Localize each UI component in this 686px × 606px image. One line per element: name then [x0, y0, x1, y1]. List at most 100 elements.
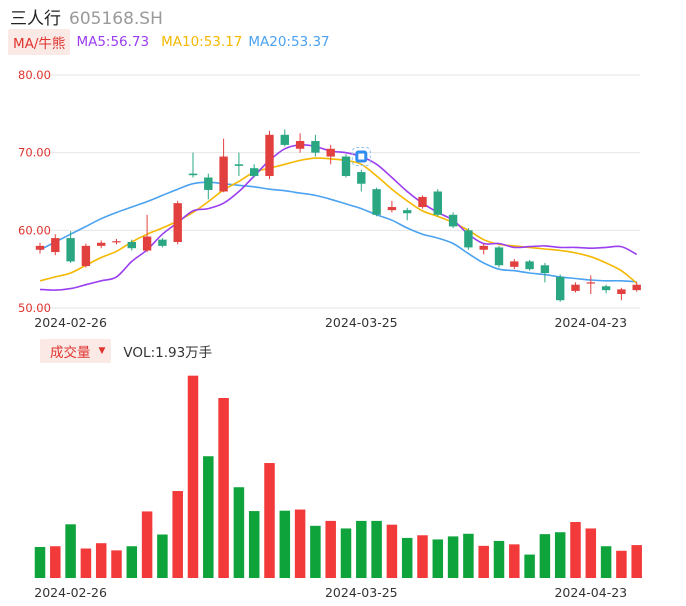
y-tick-label: 60.00: [18, 223, 51, 237]
volume-bar: [524, 554, 535, 578]
volume-bar: [340, 528, 352, 578]
volume-indicator-selector[interactable]: 成交量 ▼: [40, 339, 112, 363]
volume-bar: [111, 550, 122, 578]
candle-body: [540, 265, 550, 274]
candle-body: [571, 284, 580, 291]
volume-bar: [157, 534, 168, 578]
candle-body: [311, 141, 320, 153]
volume-bar: [34, 546, 46, 578]
candle-body: [66, 238, 75, 262]
volume-bar: [493, 540, 505, 578]
volume-bars: [34, 375, 642, 578]
price-x-tick-label: 2024-02-26: [34, 315, 107, 330]
volume-bar: [95, 543, 107, 578]
volume-bar: [233, 487, 245, 578]
y-tick-label: 70.00: [18, 146, 51, 160]
y-tick-label: 80.00: [18, 68, 51, 82]
volume-bar: [356, 520, 367, 578]
candle-body: [173, 203, 182, 242]
stock-code: 605168.SH: [69, 9, 163, 29]
candle-body: [188, 173, 198, 176]
candle-body: [51, 238, 60, 253]
candle-body: [326, 148, 335, 157]
volume-x-tick-label: 2024-02-26: [34, 585, 107, 600]
volume-bar: [570, 522, 581, 578]
candle-body: [418, 196, 427, 208]
moving-average-lines: [39, 144, 638, 291]
volume-bar: [509, 544, 520, 578]
price-x-tick-label: 2024-04-23: [554, 315, 627, 330]
event-marker[interactable]: [351, 147, 371, 167]
volume-bar: [126, 546, 138, 578]
volume-bar: [294, 509, 306, 578]
candle-body: [219, 156, 228, 192]
volume-bar: [248, 511, 260, 578]
marker-glyph: [358, 153, 365, 160]
candle-body: [479, 245, 488, 250]
candle-body: [81, 245, 91, 267]
candle-body: [112, 241, 121, 243]
volume-bar: [478, 545, 489, 578]
candle-body: [601, 286, 611, 291]
volume-value: VOL:1.93万手: [123, 345, 213, 361]
volume-bar: [203, 456, 214, 578]
candle-body: [632, 284, 641, 291]
candle-body: [525, 261, 534, 270]
ma20-label: MA20:53.37: [248, 34, 330, 50]
volume-bar: [80, 548, 92, 578]
volume-bar: [417, 535, 428, 578]
volume-bar: [539, 534, 551, 578]
candle-body: [97, 242, 106, 246]
volume-bar: [371, 520, 382, 578]
candle-body: [142, 236, 152, 251]
candle-body: [387, 207, 397, 211]
volume-bar: [50, 546, 61, 578]
ma10-label: MA10:53.17: [161, 34, 243, 50]
ma-legend: MA/牛熊 MA5:56.73 MA10:53.17 MA20:53.37: [8, 29, 332, 55]
volume-bar: [141, 511, 153, 578]
volume-tag-label: 成交量: [50, 345, 91, 361]
volume-bar: [218, 397, 229, 578]
candle-body: [127, 241, 136, 249]
volume-bar: [600, 546, 612, 578]
stock-name: 三人行: [10, 9, 61, 29]
candle-body: [35, 245, 45, 250]
candle-body: [494, 247, 504, 266]
candle-body: [234, 164, 244, 166]
candlesticks: [35, 129, 641, 302]
candle-body: [403, 210, 412, 214]
candle-body: [250, 168, 259, 176]
candle-body: [617, 289, 626, 295]
candle-body: [510, 261, 519, 267]
volume-bar: [310, 525, 321, 578]
volume-bar: [187, 375, 199, 578]
candle-body: [265, 134, 274, 176]
volume-x-tick-label: 2024-04-23: [554, 585, 627, 600]
volume-legend: 成交量 ▼ VOL:1.93万手: [40, 339, 213, 363]
candle-body: [295, 141, 305, 149]
candle-body: [158, 239, 167, 246]
candle-body: [464, 230, 473, 248]
candle-body: [586, 282, 595, 284]
candle-body: [341, 156, 351, 176]
volume-bar: [616, 550, 627, 578]
ma20-line: [39, 181, 637, 283]
volume-bar: [554, 532, 566, 578]
volume-bar: [386, 524, 398, 578]
candle-body: [433, 191, 442, 215]
y-tick-label: 50.00: [18, 301, 51, 315]
volume-bar: [65, 524, 76, 578]
candle-body: [556, 276, 565, 301]
stock-header: 三人行 605168.SH: [10, 4, 163, 29]
volume-x-tick-label: 2024-03-25: [325, 585, 398, 600]
ma10-line: [39, 157, 638, 284]
volume-bar: [585, 528, 597, 578]
caret-down-icon: ▼: [98, 346, 106, 356]
marker-outline: [351, 147, 371, 167]
volume-bar: [401, 537, 413, 578]
candle-body: [372, 189, 381, 215]
volume-bar: [264, 463, 275, 578]
ma-indicator-selector[interactable]: MA/牛熊: [8, 29, 71, 55]
